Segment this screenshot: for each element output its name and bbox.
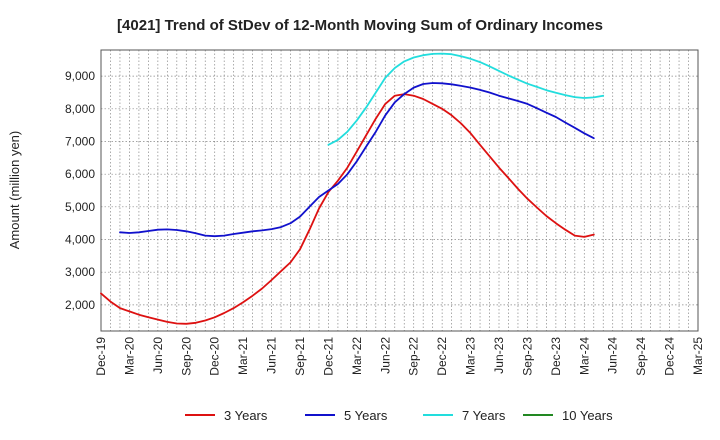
series-line-7-years <box>327 52 605 146</box>
x-tick-label: Dec-23 <box>549 337 563 376</box>
x-tick-label: Jun-21 <box>265 337 279 374</box>
chart-title: [4021] Trend of StDev of 12-Month Moving… <box>117 17 603 34</box>
x-tick-label: Dec-24 <box>663 337 677 376</box>
x-tick-label: Sep-20 <box>179 337 193 376</box>
x-tick-label: Jun-23 <box>492 337 506 374</box>
x-tick-label: Sep-23 <box>520 337 534 376</box>
legend-entry: 7 Years <box>462 408 506 423</box>
x-tick-label: Mar-22 <box>350 337 364 375</box>
y-tick-label: 7,000 <box>65 134 95 148</box>
plot-background <box>101 50 698 331</box>
y-tick-label: 8,000 <box>65 102 95 116</box>
x-tick-label: Jun-22 <box>378 337 392 374</box>
x-tick-label: Sep-21 <box>293 337 307 376</box>
series-line-3-years <box>100 93 595 325</box>
x-tick-label: Jun-24 <box>606 337 620 374</box>
x-tick-label: Mar-20 <box>122 337 136 375</box>
x-tick-label: Dec-20 <box>208 337 222 376</box>
x-tick-label: Mar-21 <box>236 337 250 375</box>
y-tick-label: 6,000 <box>65 167 95 181</box>
x-tick-label: Mar-24 <box>577 337 591 375</box>
x-tick-label: Jun-20 <box>151 337 165 374</box>
y-tick-label: 9,000 <box>65 69 95 83</box>
y-tick-label: 3,000 <box>65 265 95 279</box>
plot-area: 2,000 3,000 4,000 5,000 6,000 7,000 8,000 9,000… <box>65 49 705 376</box>
x-tick-label: Dec-19 <box>94 337 108 376</box>
x-tick-label: Sep-22 <box>407 337 421 376</box>
x-tick-label: Dec-22 <box>435 337 449 376</box>
y-tick-label: 4,000 <box>65 233 95 247</box>
series-line-5-years <box>119 82 595 238</box>
legend-entry: 3 Years <box>224 408 268 423</box>
x-tick-label: Sep-24 <box>634 337 648 376</box>
legend: 3 Years 5 Years 7 Years 10 Years <box>185 408 613 423</box>
x-tick-label: Dec-21 <box>321 337 335 376</box>
legend-entry: 10 Years <box>562 408 613 423</box>
y-tick-label: 5,000 <box>65 200 95 214</box>
plot-border <box>100 49 699 332</box>
legend-entry: 5 Years <box>344 408 388 423</box>
x-tick-label: Mar-23 <box>464 337 478 375</box>
y-axis-label: Amount (million yen) <box>7 131 22 250</box>
x-tick-label: Mar-25 <box>691 337 705 375</box>
y-tick-label: 2,000 <box>65 298 95 312</box>
